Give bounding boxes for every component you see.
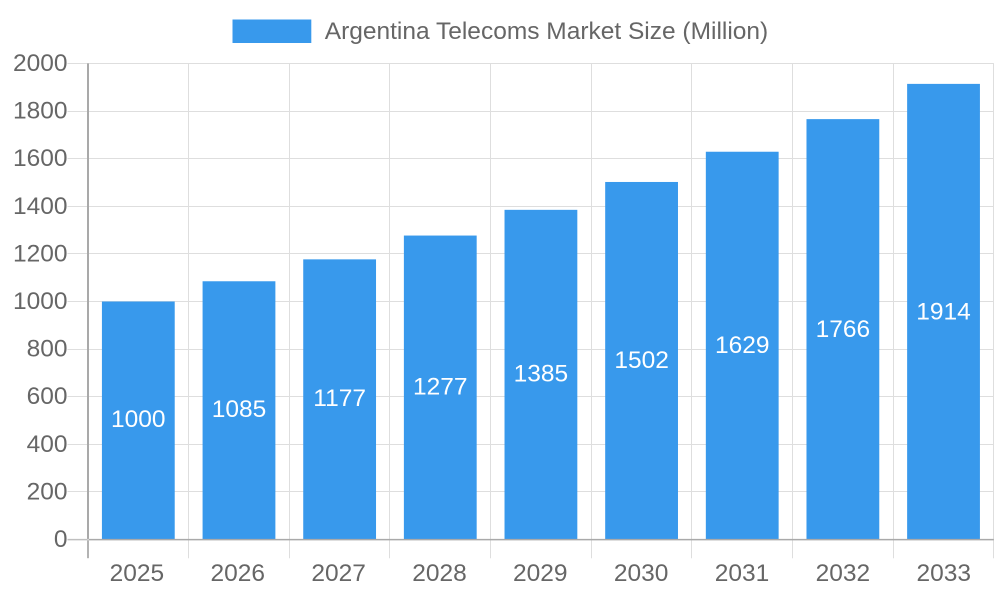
- svg-text:2033: 2033: [916, 560, 971, 587]
- svg-text:1177: 1177: [313, 385, 366, 412]
- svg-text:1000: 1000: [13, 288, 68, 315]
- svg-text:2032: 2032: [816, 560, 871, 587]
- svg-text:1085: 1085: [212, 396, 267, 423]
- svg-text:Argentina Telecoms Market Size: Argentina Telecoms Market Size (Million): [325, 18, 768, 45]
- svg-text:0: 0: [54, 526, 68, 553]
- svg-text:2030: 2030: [614, 560, 669, 587]
- svg-text:1502: 1502: [614, 347, 669, 374]
- svg-text:2000: 2000: [13, 50, 68, 77]
- svg-text:1914: 1914: [916, 298, 971, 325]
- svg-text:2027: 2027: [311, 560, 366, 587]
- svg-text:2025: 2025: [110, 560, 165, 587]
- svg-text:2029: 2029: [513, 560, 568, 587]
- svg-text:2031: 2031: [715, 560, 770, 587]
- svg-text:1277: 1277: [413, 373, 468, 400]
- svg-text:1400: 1400: [13, 193, 68, 220]
- svg-text:1200: 1200: [13, 240, 68, 267]
- svg-text:800: 800: [27, 336, 68, 363]
- svg-text:200: 200: [27, 478, 68, 505]
- svg-text:1600: 1600: [13, 145, 68, 172]
- svg-text:1000: 1000: [111, 406, 166, 433]
- svg-text:1385: 1385: [514, 361, 569, 388]
- svg-text:2026: 2026: [210, 560, 265, 587]
- svg-text:1800: 1800: [13, 98, 68, 125]
- svg-text:2028: 2028: [412, 560, 467, 587]
- svg-text:1766: 1766: [816, 316, 871, 343]
- svg-text:400: 400: [27, 431, 68, 458]
- svg-text:1629: 1629: [715, 332, 770, 359]
- svg-text:600: 600: [27, 383, 68, 410]
